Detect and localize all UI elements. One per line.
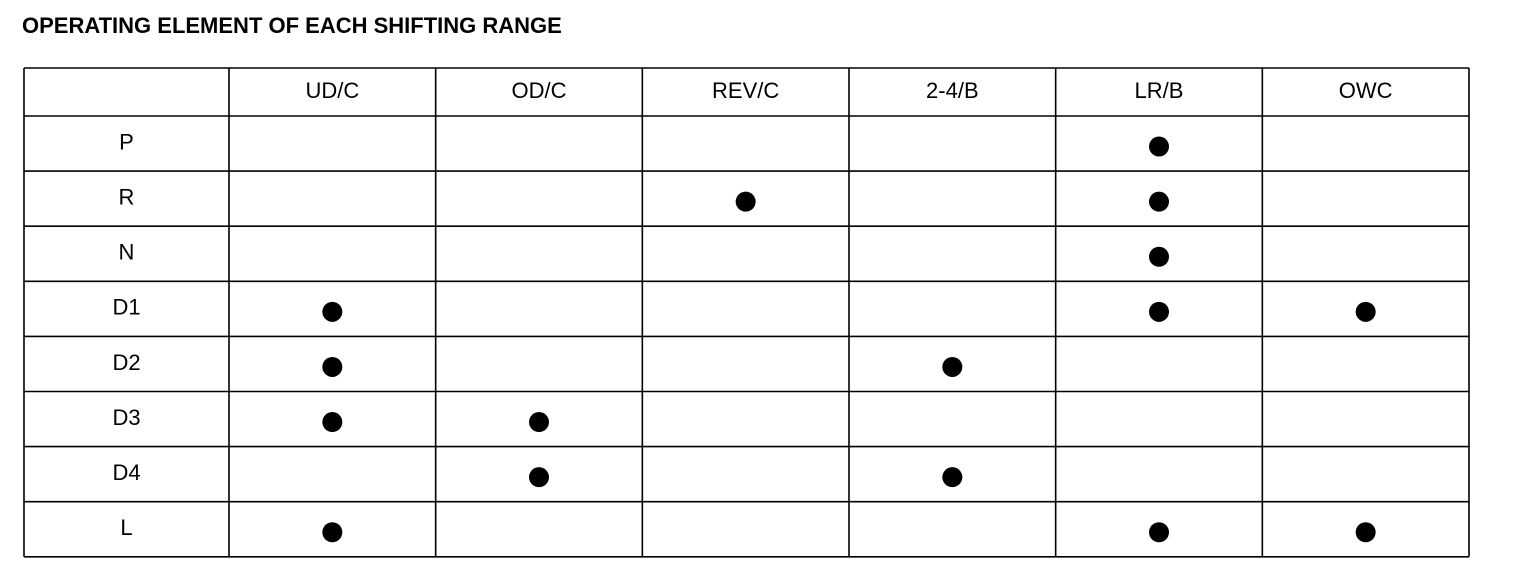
engaged-dot xyxy=(942,356,963,377)
column-header: UD/C xyxy=(305,78,359,103)
row-label: L xyxy=(120,515,132,540)
row-label: P xyxy=(119,129,134,154)
row-label: D2 xyxy=(112,350,140,375)
engaged-dot xyxy=(529,467,549,488)
column-header: LR/B xyxy=(1135,78,1184,103)
engaged-dot xyxy=(322,301,343,322)
engaged-dot xyxy=(1149,301,1169,322)
column-header: OD/C xyxy=(512,78,567,103)
engaged-dot xyxy=(735,191,756,212)
engaged-dot xyxy=(1355,522,1376,543)
title: OPERATING ELEMENT OF EACH SHIFTING RANGE xyxy=(22,13,562,38)
engaged-dot xyxy=(1149,191,1169,212)
engaged-dot xyxy=(322,522,343,543)
engaged-dot xyxy=(942,467,963,488)
engaged-dot xyxy=(1149,136,1169,157)
engaged-dot xyxy=(529,412,549,433)
column-header: OWC xyxy=(1339,78,1393,103)
engaged-dot xyxy=(322,412,343,433)
engaged-dot xyxy=(1355,301,1376,322)
row-label: N xyxy=(119,240,135,265)
row-label: R xyxy=(119,184,135,209)
column-header: REV/C xyxy=(712,78,779,103)
engaged-dot xyxy=(322,356,343,377)
engaged-dot xyxy=(1149,522,1169,543)
column-header: 2-4/B xyxy=(926,78,979,103)
row-label: D1 xyxy=(112,295,140,320)
engaged-dot xyxy=(1149,246,1169,267)
row-label: D4 xyxy=(112,460,140,485)
row-label: D3 xyxy=(112,405,140,430)
